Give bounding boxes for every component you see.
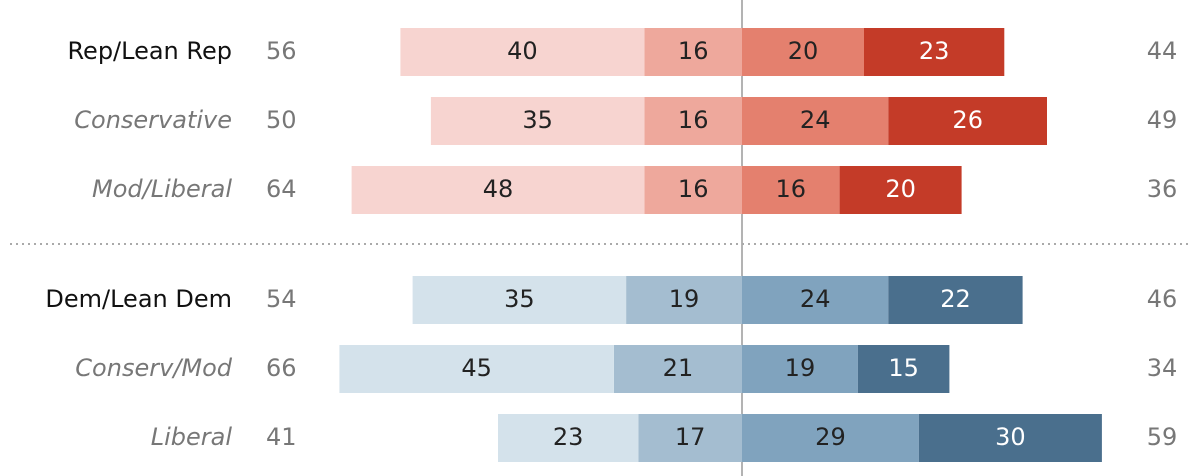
segment-label: 16 — [678, 37, 709, 65]
bar-segment — [644, 166, 742, 214]
category-label: Rep/Lean Rep — [67, 37, 232, 65]
bar-segment — [888, 97, 1047, 145]
right-total: 49 — [1147, 106, 1178, 134]
right-total: 59 — [1147, 423, 1178, 451]
category-label: Dem/Lean Dem — [45, 285, 232, 313]
bar-segment — [638, 414, 742, 462]
segment-label: 16 — [678, 175, 709, 203]
bar-segment — [742, 276, 889, 324]
left-total: 66 — [266, 354, 297, 382]
bar-segment — [742, 28, 864, 76]
bar-segment — [644, 97, 742, 145]
category-label: Liberal — [151, 423, 233, 451]
left-total: 64 — [266, 175, 297, 203]
category-label: Conserv/Mod — [75, 354, 232, 382]
left-total: 41 — [266, 423, 297, 451]
bar-segment — [351, 166, 645, 214]
segment-label: 16 — [776, 175, 807, 203]
bar-segment — [918, 414, 1102, 462]
segment-label: 35 — [522, 106, 553, 134]
bar-segment — [498, 414, 639, 462]
category-label: Conservative — [74, 106, 232, 134]
bar-segment — [839, 166, 962, 214]
bar-segment — [742, 97, 889, 145]
segment-label: 26 — [952, 106, 983, 134]
category-label: Mod/Liberal — [92, 175, 232, 203]
segment-label: 20 — [788, 37, 819, 65]
bar-segment — [857, 345, 950, 393]
segment-label: 23 — [553, 423, 584, 451]
segment-label: 45 — [461, 354, 492, 382]
segment-label: 21 — [663, 354, 694, 382]
segment-label: 23 — [919, 37, 950, 65]
segment-label: 19 — [785, 354, 816, 382]
bar-segment — [626, 276, 742, 324]
segment-label: 30 — [995, 423, 1026, 451]
left-total: 56 — [266, 37, 297, 65]
bar-segment — [430, 97, 645, 145]
segment-label: 48 — [483, 175, 514, 203]
segment-label: 24 — [800, 285, 831, 313]
segment-label: 22 — [940, 285, 971, 313]
segment-label: 20 — [885, 175, 916, 203]
segment-label: 17 — [675, 423, 706, 451]
bar-segment — [742, 345, 858, 393]
segment-label: 15 — [888, 354, 919, 382]
right-total: 34 — [1147, 354, 1178, 382]
left-total: 50 — [266, 106, 297, 134]
right-total: 46 — [1147, 285, 1178, 313]
bar-segment — [613, 345, 742, 393]
right-total: 44 — [1147, 37, 1178, 65]
bar-segment — [644, 28, 742, 76]
segment-label: 35 — [504, 285, 535, 313]
bar-segment — [400, 28, 645, 76]
right-total: 36 — [1147, 175, 1178, 203]
bar-segment — [412, 276, 627, 324]
bar-segment — [888, 276, 1023, 324]
segment-label: 40 — [507, 37, 538, 65]
segment-label: 19 — [669, 285, 700, 313]
bar-segment — [742, 166, 840, 214]
bar-segment — [742, 414, 919, 462]
bar-segment — [864, 28, 1005, 76]
left-total: 54 — [266, 285, 297, 313]
segment-label: 16 — [678, 106, 709, 134]
segment-label: 29 — [815, 423, 846, 451]
segment-label: 24 — [800, 106, 831, 134]
bar-segment — [339, 345, 614, 393]
